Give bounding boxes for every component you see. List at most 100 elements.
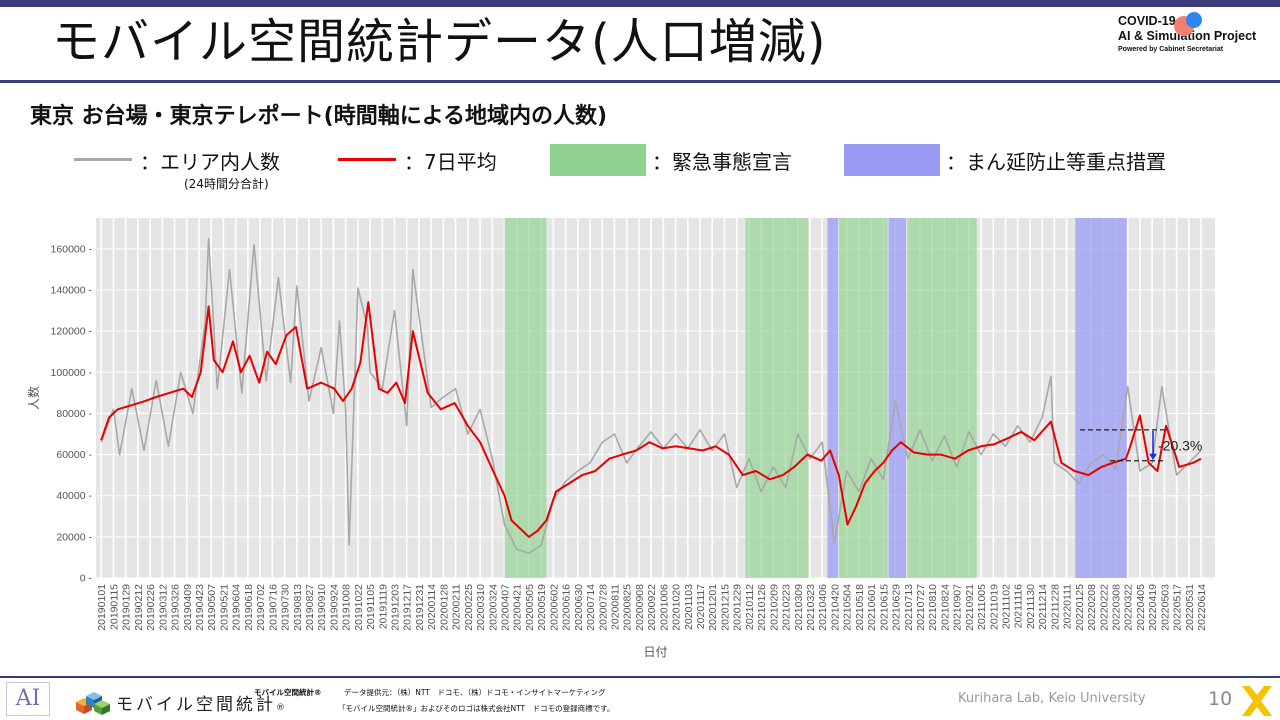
x-tick-label: 20200616 <box>561 584 573 631</box>
footer-trademark: 「モバイル空間統計®」およびそのロゴは株式会社NTT ドコモの登録商標です。 <box>338 704 615 713</box>
x-tick-label: 20190716 <box>267 584 279 631</box>
emergency-period-band <box>745 218 809 578</box>
x-tick-label: 20210223 <box>781 584 793 631</box>
x-tick-label: 20200728 <box>597 584 609 631</box>
series-line-7day-average <box>100 301 1202 538</box>
x-tick-label: 20200630 <box>573 584 585 631</box>
x-tick-label: 20210921 <box>964 584 976 631</box>
y-tick-label: 100000 - <box>51 367 93 379</box>
x-tick-label: 20200922 <box>646 584 658 631</box>
x-tick-label: 20200519 <box>536 584 548 631</box>
x-tick-label: 20200310 <box>475 584 487 631</box>
x-tick-label: 20210504 <box>842 584 854 631</box>
x-tick-label: 20220222 <box>1098 584 1110 631</box>
x-tick-label: 20220208 <box>1086 584 1098 631</box>
x-tick-label: 20201006 <box>658 584 670 631</box>
x-tick-label: 20190326 <box>170 584 182 631</box>
x-tick-label: 20210406 <box>817 584 829 631</box>
logo-line3: Powered by Cabinet Secretariat <box>1118 46 1224 53</box>
bottom-rule <box>0 676 1280 678</box>
x-tick-label: 20190212 <box>133 584 145 631</box>
x-tick-label: 20210629 <box>891 584 903 631</box>
x-tick-label: 20210810 <box>927 584 939 631</box>
logo-line1: COVID-19 <box>1118 14 1176 28</box>
legend-raw-label: ：エリア内人数 <box>140 150 280 174</box>
x-tick-label: 20190521 <box>218 584 230 631</box>
legend-avg-line <box>338 158 396 161</box>
legend-avg-label: ：7日平均 <box>404 150 497 174</box>
semi-emergency-period-band <box>1075 218 1127 578</box>
annotation-arrow-head <box>1149 453 1157 460</box>
x-tick-label: 20191008 <box>341 584 353 631</box>
top-stripe <box>0 0 1280 7</box>
x-tick-label: 20210420 <box>829 584 841 631</box>
x-tick-label: 20200421 <box>512 584 524 631</box>
x-tick-label: 20210126 <box>756 584 768 631</box>
x-tick-label: 20200505 <box>524 584 536 631</box>
x-tick-label: 20220517 <box>1172 584 1184 631</box>
x-tick-label: 20201229 <box>732 584 744 631</box>
x-logo-icon <box>1242 686 1272 716</box>
x-tick-label: 20211116 <box>1013 584 1025 629</box>
lab-credit: Kurihara Lab, Keio University <box>958 691 1146 706</box>
x-tick-label: 20211130 <box>1025 584 1037 629</box>
x-tick-label: 20210727 <box>915 584 927 631</box>
x-tick-label: 20220419 <box>1147 584 1159 631</box>
x-tick-label: 20201103 <box>683 584 695 630</box>
x-tick-label: 20200602 <box>548 584 560 631</box>
x-tick-label: 20191022 <box>353 584 365 631</box>
footer-provider: データ提供元：（株）NTT ドコモ、（株）ドコモ・インサイトマーケティング <box>344 688 606 697</box>
legend-raw-line <box>74 158 132 161</box>
emergency-period-band <box>906 218 977 578</box>
emergency-period-band <box>838 218 888 578</box>
x-tick-label: 20190604 <box>231 584 243 631</box>
x-tick-label: 20190115 <box>108 584 120 630</box>
x-tick-label: 20220125 <box>1074 584 1086 631</box>
x-tick-label: 20200324 <box>487 584 499 631</box>
semi-emergency-period-band <box>827 218 838 578</box>
page-number: 10 <box>1208 688 1233 710</box>
x-tick-label: 20210824 <box>939 584 951 631</box>
brand-name: モバイル空間統計 <box>116 695 276 715</box>
x-tick-label: 20190312 <box>157 584 169 631</box>
x-tick-label: 20201201 <box>707 584 719 631</box>
x-tick-label: 20200211 <box>451 584 463 630</box>
x-tick-label: 20211228 <box>1049 584 1061 630</box>
x-tick-label: 20210615 <box>878 584 890 631</box>
x-tick-label: 20220111 <box>1062 584 1074 629</box>
annotation-label: -20.3% <box>1158 437 1202 453</box>
x-tick-label: 20210309 <box>793 584 805 631</box>
y-tick-label: 20000 - <box>56 531 92 543</box>
x-tick-label: 20200908 <box>634 584 646 631</box>
plot-background <box>96 218 1215 578</box>
y-tick-label: 140000 - <box>51 285 93 297</box>
x-tick-label: 20210323 <box>805 584 817 631</box>
y-tick-label: 0 - <box>80 573 93 585</box>
x-tick-label: 20190827 <box>304 584 316 631</box>
legend-emergency-label: ：緊急事態宣言 <box>652 150 792 174</box>
x-tick-label: 20200225 <box>463 584 475 631</box>
y-tick-label: 40000 - <box>56 490 92 502</box>
x-tick-label: 20191217 <box>402 584 414 631</box>
x-tick-label: 20210518 <box>854 584 866 631</box>
mobile-spatial-brand: モバイル空間統計® <box>116 690 285 715</box>
x-tick-label: 20190702 <box>255 584 267 631</box>
x-tick-label: 20190129 <box>121 584 133 631</box>
x-tick-label: 20210209 <box>768 584 780 631</box>
x-axis-label: 日付 <box>643 645 667 659</box>
x-tick-label: 20220614 <box>1196 584 1208 631</box>
y-tick-label: 120000 - <box>51 326 93 338</box>
x-tick-label: 20191231 <box>414 584 426 631</box>
x-tick-label: 20201117 <box>695 584 707 629</box>
x-tick-label: 20200811 <box>609 584 621 630</box>
x-tick-label: 20190409 <box>182 584 194 631</box>
y-tick-label: 60000 - <box>56 449 92 461</box>
footer-small-title: モバイル空間統計® <box>254 688 322 697</box>
x-tick-label: 20220322 <box>1123 584 1135 631</box>
emergency-period-band <box>504 218 547 578</box>
x-tick-label: 20220531 <box>1184 584 1196 631</box>
x-tick-label: 20190618 <box>243 584 255 631</box>
x-tick-label: 20190813 <box>292 584 304 631</box>
x-tick-label: 20210907 <box>952 584 964 631</box>
legend-raw-note: (24時間分合計) <box>184 177 269 191</box>
